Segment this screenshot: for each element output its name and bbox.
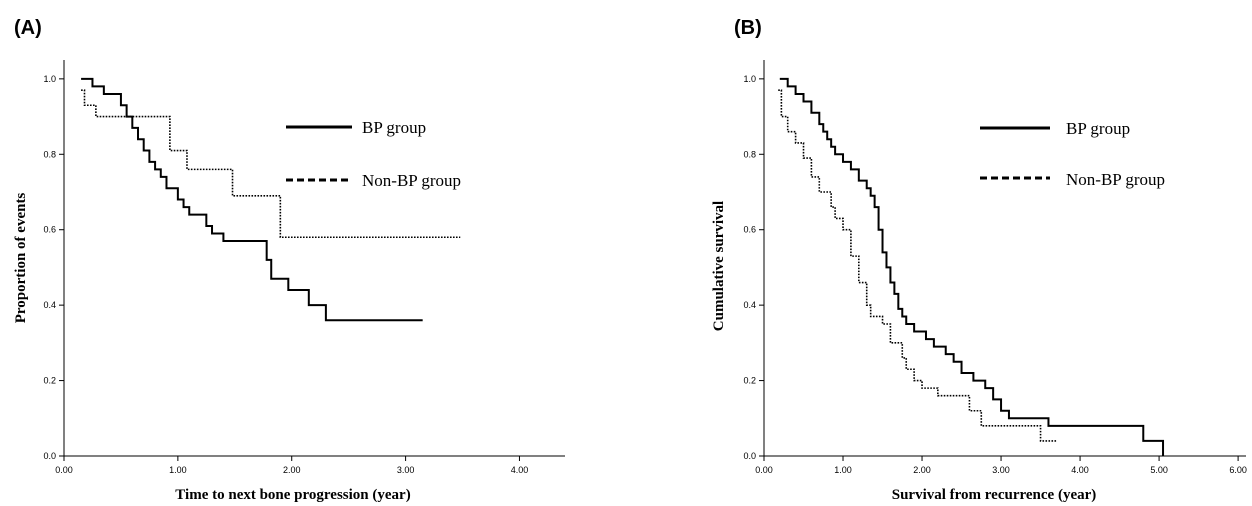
panel-a-series-non-bp-group-line xyxy=(81,89,461,239)
panel-b-x-tick-label: 2.00 xyxy=(913,465,931,475)
panel-a-x-tick-label: 3.00 xyxy=(397,465,415,475)
panel-b-y-tick-label: 0.4 xyxy=(743,300,756,310)
panel-b-x-tick-label: 5.00 xyxy=(1150,465,1168,475)
panel-a-series-bp-group-line xyxy=(81,77,423,322)
panel-a-x-tick-label: 4.00 xyxy=(511,465,529,475)
panel-a-y-tick-label: 1.0 xyxy=(43,74,56,84)
panel-b-legend-nonbp-label: Non-BP group xyxy=(1066,170,1165,189)
panel-b-x-tick-label: 0.00 xyxy=(755,465,773,475)
panel-b-chart: (B) BP group Non-BP group Survival from … xyxy=(711,17,1247,503)
panel-a-legend-nonbp-label: Non-BP group xyxy=(362,171,461,190)
panel-b-legend-bp-label: BP group xyxy=(1066,119,1130,138)
panel-b-series-non-bp-group-line xyxy=(778,89,1057,442)
panel-a-y-axis-title: Proportion of events xyxy=(13,193,29,324)
panel-a-legend-bp-label: BP group xyxy=(362,118,426,137)
panel-a-y-tick-label: 0.8 xyxy=(43,149,56,159)
panel-b-series-bp-group-line xyxy=(779,77,1165,456)
panel-a-x-tick-label: 2.00 xyxy=(283,465,301,475)
panel-b-y-axis-title: Cumulative survival xyxy=(711,201,727,331)
panel-a-chart: (A) BP group Non-BP group Time to next b… xyxy=(13,17,565,503)
panel-a-y-tick-label: 0.0 xyxy=(43,451,56,461)
panel-a-letter: (A) xyxy=(14,17,42,39)
panel-a-y-tick-label: 0.2 xyxy=(43,376,56,386)
panel-b-y-tick-label: 1.0 xyxy=(743,74,756,84)
panel-b-y-tick-label: 0.0 xyxy=(743,451,756,461)
panel-b-x-axis-title: Survival from recurrence (year) xyxy=(892,487,1097,503)
panel-a-y-tick-label: 0.6 xyxy=(43,225,56,235)
panel-b-letter: (B) xyxy=(734,17,762,39)
panel-a-x-tick-label: 1.00 xyxy=(169,465,187,475)
panel-b-y-tick-label: 0.2 xyxy=(743,376,756,386)
panel-b-y-tick-label: 0.8 xyxy=(743,149,756,159)
panel-b-x-tick-label: 3.00 xyxy=(992,465,1010,475)
panel-b-x-tick-label: 6.00 xyxy=(1229,465,1247,475)
panel-b-x-tick-label: 1.00 xyxy=(834,465,852,475)
panel-a-y-tick-label: 0.4 xyxy=(43,300,56,310)
panel-a-x-axis-title: Time to next bone progression (year) xyxy=(175,487,410,503)
panel-a-x-tick-label: 0.00 xyxy=(55,465,73,475)
panel-b-y-tick-label: 0.6 xyxy=(743,225,756,235)
panel-b-x-tick-label: 4.00 xyxy=(1071,465,1089,475)
